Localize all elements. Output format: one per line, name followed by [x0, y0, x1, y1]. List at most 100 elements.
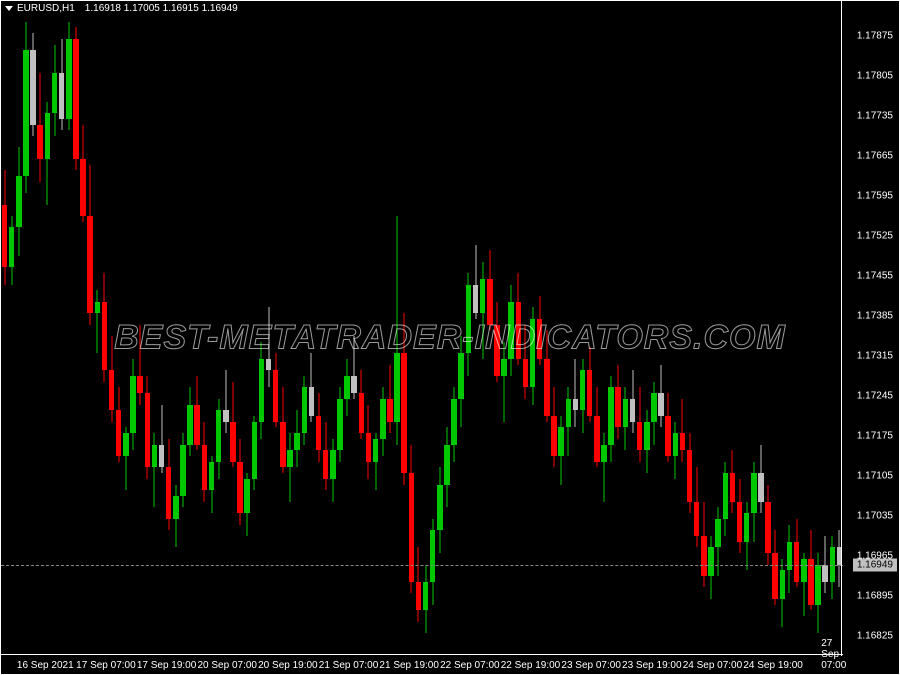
candle[interactable] — [252, 16, 258, 656]
candle[interactable] — [487, 16, 493, 656]
candle[interactable] — [680, 16, 686, 656]
candle[interactable] — [630, 16, 636, 656]
candle[interactable] — [530, 16, 536, 656]
candle[interactable] — [637, 16, 643, 656]
candle[interactable] — [708, 16, 714, 656]
candle[interactable] — [80, 16, 86, 656]
candle[interactable] — [608, 16, 614, 656]
candle[interactable] — [537, 16, 543, 656]
candle[interactable] — [694, 16, 700, 656]
candle[interactable] — [216, 16, 222, 656]
candle[interactable] — [330, 16, 336, 656]
candle[interactable] — [280, 16, 286, 656]
candle[interactable] — [87, 16, 93, 656]
candle[interactable] — [473, 16, 479, 656]
candle[interactable] — [359, 16, 365, 656]
candle[interactable] — [237, 16, 243, 656]
candle[interactable] — [830, 16, 836, 656]
candle[interactable] — [758, 16, 764, 656]
candle[interactable] — [123, 16, 129, 656]
candle[interactable] — [558, 16, 564, 656]
candle[interactable] — [587, 16, 593, 656]
candle[interactable] — [494, 16, 500, 656]
candle[interactable] — [401, 16, 407, 656]
candle[interactable] — [516, 16, 522, 656]
candle[interactable] — [159, 16, 165, 656]
candle[interactable] — [316, 16, 322, 656]
candle[interactable] — [337, 16, 343, 656]
candle[interactable] — [801, 16, 807, 656]
candle[interactable] — [287, 16, 293, 656]
candle[interactable] — [458, 16, 464, 656]
candle[interactable] — [794, 16, 800, 656]
candle[interactable] — [387, 16, 393, 656]
candle[interactable] — [444, 16, 450, 656]
plot-area[interactable] — [1, 16, 843, 656]
candle[interactable] — [2, 16, 8, 656]
candle[interactable] — [373, 16, 379, 656]
candle[interactable] — [152, 16, 158, 656]
candle[interactable] — [594, 16, 600, 656]
dropdown-icon[interactable] — [5, 6, 13, 11]
candle[interactable] — [145, 16, 151, 656]
candle[interactable] — [466, 16, 472, 656]
candle[interactable] — [244, 16, 250, 656]
candle[interactable] — [523, 16, 529, 656]
candle[interactable] — [737, 16, 743, 656]
candle[interactable] — [259, 16, 265, 656]
candle[interactable] — [366, 16, 372, 656]
candle[interactable] — [209, 16, 215, 656]
candle[interactable] — [730, 16, 736, 656]
candle[interactable] — [166, 16, 172, 656]
candle[interactable] — [573, 16, 579, 656]
candle[interactable] — [744, 16, 750, 656]
candle[interactable] — [59, 16, 65, 656]
candle[interactable] — [173, 16, 179, 656]
candle[interactable] — [772, 16, 778, 656]
candle[interactable] — [266, 16, 272, 656]
candle[interactable] — [451, 16, 457, 656]
candle[interactable] — [351, 16, 357, 656]
candle[interactable] — [501, 16, 507, 656]
candle[interactable] — [9, 16, 15, 656]
candle[interactable] — [665, 16, 671, 656]
candle[interactable] — [187, 16, 193, 656]
candle[interactable] — [380, 16, 386, 656]
candle[interactable] — [230, 16, 236, 656]
candle[interactable] — [815, 16, 821, 656]
candle[interactable] — [580, 16, 586, 656]
candle[interactable] — [66, 16, 72, 656]
candle[interactable] — [780, 16, 786, 656]
candle[interactable] — [508, 16, 514, 656]
candle[interactable] — [202, 16, 208, 656]
candle[interactable] — [323, 16, 329, 656]
candle[interactable] — [673, 16, 679, 656]
candle[interactable] — [658, 16, 664, 656]
candle[interactable] — [615, 16, 621, 656]
candle[interactable] — [423, 16, 429, 656]
candle[interactable] — [23, 16, 29, 656]
candle[interactable] — [102, 16, 108, 656]
candle[interactable] — [437, 16, 443, 656]
candle[interactable] — [822, 16, 828, 656]
candle[interactable] — [130, 16, 136, 656]
chart-container[interactable]: EURUSD,H1 1.16918 1.17005 1.16915 1.1694… — [0, 0, 900, 675]
candle[interactable] — [544, 16, 550, 656]
candle[interactable] — [52, 16, 58, 656]
candle[interactable] — [73, 16, 79, 656]
candle[interactable] — [430, 16, 436, 656]
candle[interactable] — [551, 16, 557, 656]
candle[interactable] — [701, 16, 707, 656]
candle[interactable] — [309, 16, 315, 656]
candle[interactable] — [566, 16, 572, 656]
candle[interactable] — [623, 16, 629, 656]
candle[interactable] — [787, 16, 793, 656]
candle[interactable] — [601, 16, 607, 656]
candle[interactable] — [751, 16, 757, 656]
candle[interactable] — [416, 16, 422, 656]
candle[interactable] — [808, 16, 814, 656]
candle[interactable] — [273, 16, 279, 656]
candle[interactable] — [765, 16, 771, 656]
candle[interactable] — [116, 16, 122, 656]
candle[interactable] — [344, 16, 350, 656]
